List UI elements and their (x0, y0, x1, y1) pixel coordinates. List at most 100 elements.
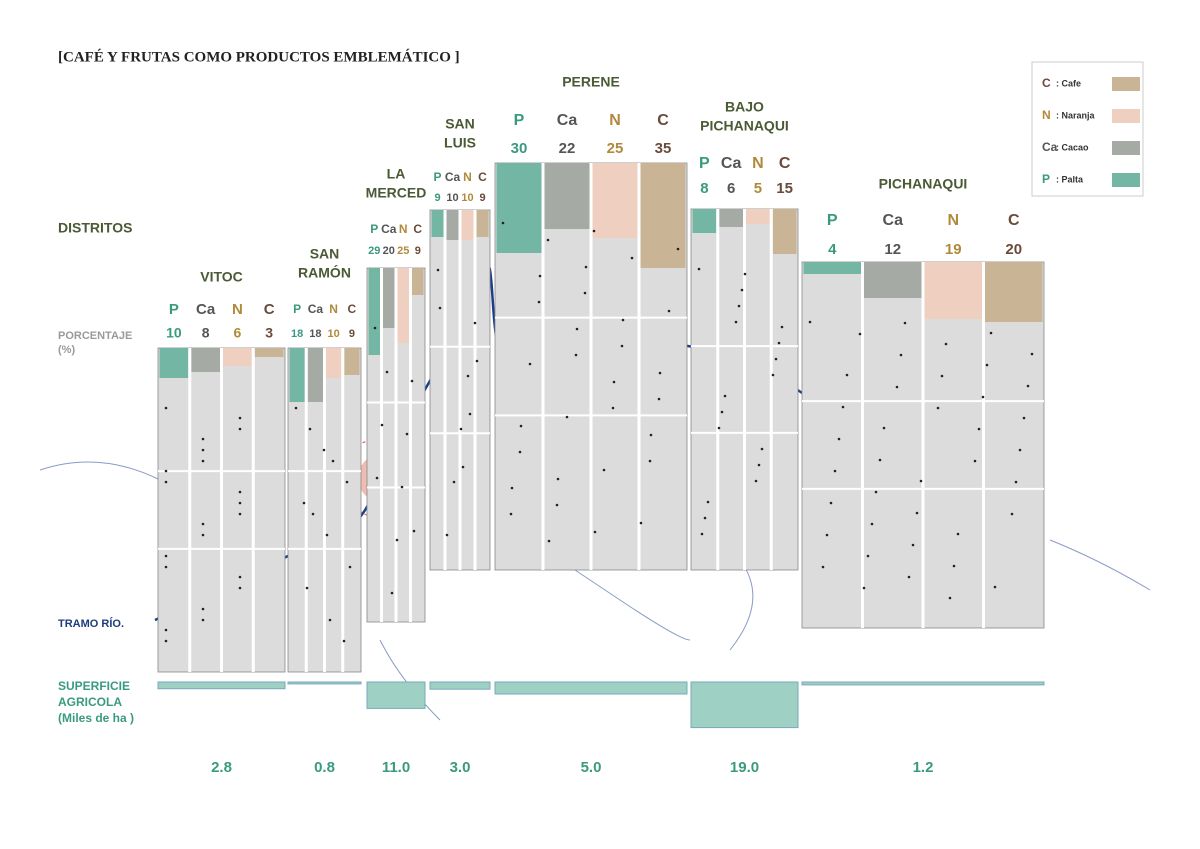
settlement (238, 575, 242, 579)
settlement (717, 426, 721, 430)
product-value: 19 (945, 241, 962, 258)
settlement (956, 532, 960, 536)
settlement (737, 304, 741, 308)
settlement (919, 479, 923, 483)
settlement (700, 532, 704, 536)
settlement (201, 522, 205, 526)
settlement (164, 554, 168, 558)
share-bar (223, 348, 252, 366)
product-code: Ca (381, 222, 397, 236)
settlement (862, 586, 866, 590)
settlement (528, 362, 532, 366)
settlement (940, 374, 944, 378)
area-label: 19.0 (730, 759, 759, 776)
district-name: RAMÓN (298, 264, 351, 281)
row-label: PORCENTAJE (58, 330, 132, 342)
product-value: 6 (727, 180, 735, 197)
settlement (774, 357, 778, 361)
share-bar (985, 262, 1043, 322)
product-code: Ca (308, 302, 324, 316)
product-value: 25 (397, 245, 409, 257)
product-code: P (169, 301, 179, 318)
settlement (518, 450, 522, 454)
settlement (238, 490, 242, 494)
settlement (345, 480, 349, 484)
settlement (821, 565, 825, 569)
settlement (201, 533, 205, 537)
settlement (473, 321, 477, 325)
area-bar (801, 681, 1045, 686)
product-value: 12 (884, 241, 901, 258)
product-code: N (609, 112, 621, 129)
product-value: 15 (776, 180, 793, 197)
settlement (322, 448, 326, 452)
settlement (743, 272, 747, 276)
settlement (294, 406, 298, 410)
row-label: TRAMO RÍO. (58, 617, 124, 630)
settlement (973, 459, 977, 463)
product-value: 9 (415, 245, 421, 257)
legend-swatch (1112, 77, 1140, 91)
title: [CAFÉ Y FRUTAS COMO PRODUCTOS EMBLEMÁTIC… (58, 48, 460, 65)
settlement (1010, 512, 1014, 516)
settlement (915, 511, 919, 515)
legend-swatch (1112, 141, 1140, 155)
legend-label: : Naranja (1056, 110, 1096, 120)
settlement (328, 618, 332, 622)
settlement (201, 459, 205, 463)
share-bar (326, 348, 342, 378)
settlement (621, 318, 625, 322)
share-bar (446, 210, 459, 240)
settlement (667, 309, 671, 313)
settlement (611, 406, 615, 410)
settlement (510, 486, 514, 490)
settlement (903, 321, 907, 325)
row-label: (%) (58, 344, 75, 356)
row-label: SUPERFICIE (58, 679, 130, 693)
settlement (676, 247, 680, 251)
settlement (858, 332, 862, 336)
settlement (944, 342, 948, 346)
settlement (584, 265, 588, 269)
product-value: 20 (383, 245, 395, 257)
legend-label: : Palta (1056, 174, 1084, 184)
settlement (466, 374, 470, 378)
settlement (703, 516, 707, 520)
product-code: N (752, 155, 764, 172)
share-bar (383, 268, 395, 328)
product-code: Ca (445, 170, 461, 184)
settlement (201, 437, 205, 441)
product-value: 10 (446, 192, 458, 204)
settlement (405, 432, 409, 436)
area-bar (366, 681, 426, 709)
product-code: P (370, 222, 378, 236)
settlement (993, 585, 997, 589)
product-code: C (264, 301, 275, 318)
product-code: N (399, 222, 408, 236)
district-name: BAJO (725, 99, 764, 115)
product-value: 4 (828, 241, 837, 258)
legend-label: : Cafe (1056, 78, 1081, 88)
settlement (837, 437, 841, 441)
share-bar (307, 348, 323, 402)
settlement (620, 344, 624, 348)
product-code: C (657, 112, 669, 129)
row-label: AGRICOLA (58, 695, 122, 709)
settlement (546, 238, 550, 242)
legend-label: : Cacao (1056, 142, 1089, 152)
share-bar (592, 163, 638, 238)
product-code: P (827, 212, 838, 229)
settlement (325, 533, 329, 537)
row-label: DISTRITOS (58, 220, 132, 236)
settlement (866, 554, 870, 558)
product-value: 3 (265, 325, 273, 341)
settlement (308, 427, 312, 431)
district-name: SAN (445, 116, 475, 132)
share-bar (368, 268, 380, 355)
share-bar (924, 262, 982, 319)
area-bar (429, 681, 491, 690)
share-bar (191, 348, 220, 372)
settlement (829, 501, 833, 505)
settlement (164, 480, 168, 484)
district-name: PERENE (562, 74, 620, 90)
